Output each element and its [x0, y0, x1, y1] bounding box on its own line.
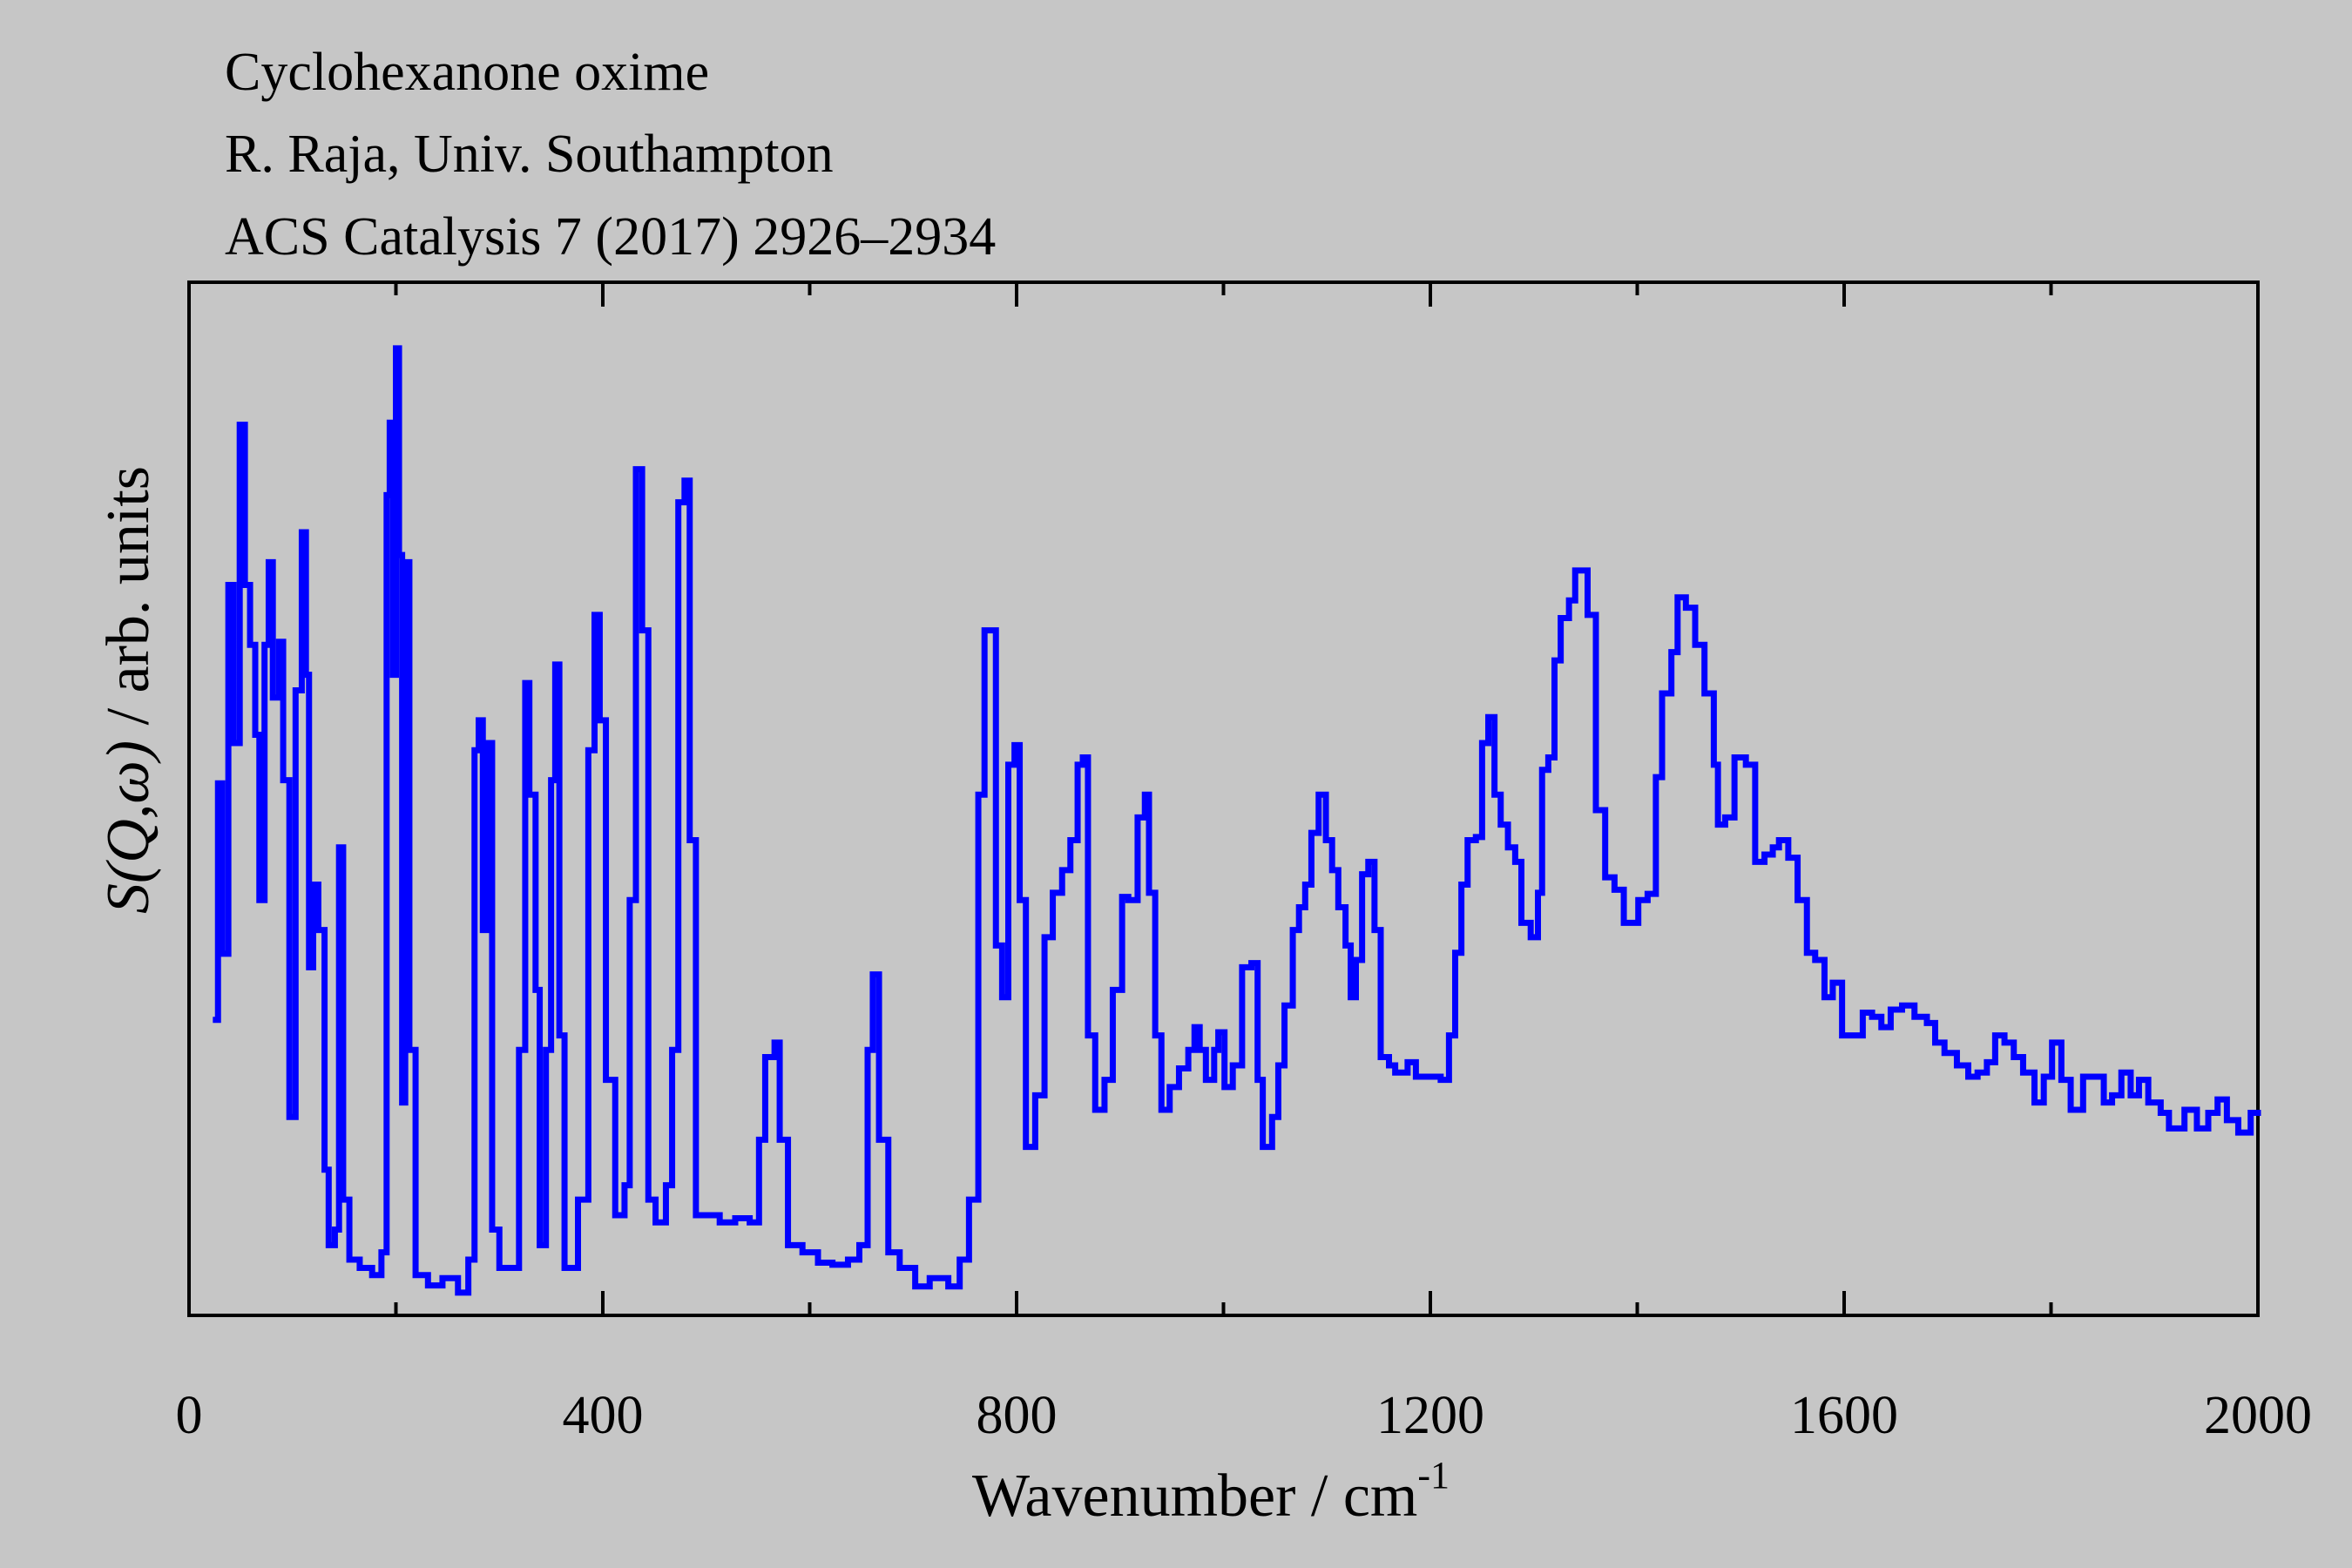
y-axis-label: S(Q,ω) / arb. units	[95, 466, 162, 914]
x-axis-label-superscript: -1	[1417, 1454, 1450, 1497]
x-axis-label: Wavenumber / cm-1	[972, 1454, 1450, 1530]
x-tick-label: 800	[977, 1386, 1058, 1445]
title-line-1: Cyclohexanone oxime	[225, 43, 709, 102]
plot-frame	[187, 280, 2260, 1317]
x-axis-ticks	[187, 282, 2260, 1315]
x-tick-label: 2000	[2204, 1386, 2312, 1445]
series-line	[213, 345, 2261, 1296]
y-axis-label-units: / arb. units	[95, 466, 162, 740]
title-line-3: ACS Catalysis 7 (2017) 2926–2934	[225, 207, 996, 267]
x-axis-label-text: Wavenumber / cm	[972, 1463, 1417, 1530]
x-tick-label: 1600	[1790, 1386, 1898, 1445]
x-axis-tick-labels: 0 400 800 1200 1600 2000	[176, 1386, 2313, 1445]
x-tick-label: 0	[176, 1386, 203, 1445]
x-tick-label: 400	[563, 1386, 644, 1445]
title-line-2: R. Raja, Univ. Southampton	[225, 125, 834, 184]
x-tick-label: 1200	[1376, 1386, 1484, 1445]
y-axis-label-symbol: S(Q,ω)	[95, 740, 162, 914]
